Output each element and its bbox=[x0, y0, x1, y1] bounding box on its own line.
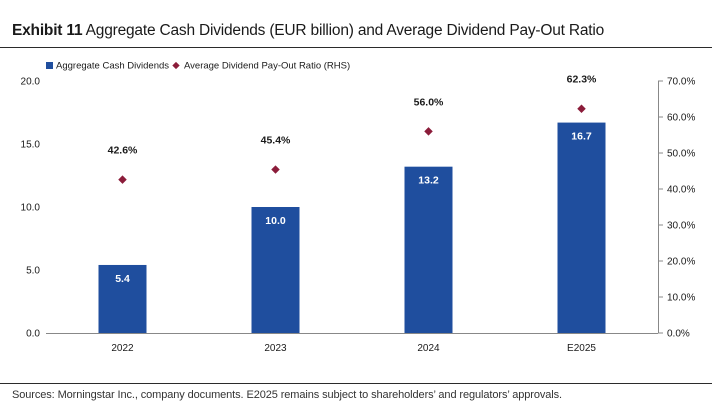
y2-tick-label: 70.0% bbox=[667, 77, 695, 88]
payout-value-label: 45.4% bbox=[261, 135, 291, 147]
bar bbox=[557, 122, 606, 333]
y-tick-label: 20.0 bbox=[21, 77, 41, 88]
y2-tick-label: 0.0% bbox=[667, 329, 690, 340]
title-divider bbox=[0, 47, 712, 48]
axes: 0.0 5.0 10.0 15.0 20.0 0.0% 10.0% 20.0% 30.0% 40.… bbox=[21, 77, 696, 355]
payout-marker bbox=[424, 127, 433, 136]
dividend-chart: Aggregate Cash Dividends Average Dividend… bbox=[21, 61, 696, 355]
y2-tick-label: 30.0% bbox=[667, 221, 695, 232]
y-tick-label: 0.0 bbox=[26, 329, 40, 340]
legend: Aggregate Cash Dividends Average Dividend… bbox=[46, 61, 350, 72]
y2-tick-label: 40.0% bbox=[667, 185, 695, 196]
source-note: Sources: Morningstar Inc., company docum… bbox=[12, 389, 562, 401]
chart-title: Exhibit 11 Aggregate Cash Dividends (EUR… bbox=[12, 22, 604, 40]
x-tick-label: E2025 bbox=[567, 343, 596, 354]
y-tick-label: 15.0 bbox=[21, 140, 41, 151]
payout-value-label: 56.0% bbox=[414, 96, 444, 108]
y2-tick-label: 20.0% bbox=[667, 257, 695, 268]
payout-value-label: 42.6% bbox=[108, 145, 138, 157]
payout-value-label: 62.3% bbox=[567, 74, 597, 86]
x-tick-label: 2022 bbox=[111, 343, 134, 354]
bar-value-label: 5.4 bbox=[115, 273, 130, 285]
payout-marker bbox=[118, 175, 127, 184]
y2-tick-label: 10.0% bbox=[667, 293, 695, 304]
payout-marker bbox=[577, 104, 586, 113]
legend-label-payout: Average Dividend Pay-Out Ratio (RHS) bbox=[184, 61, 350, 72]
y2-tick-label: 60.0% bbox=[667, 113, 695, 124]
x-tick-label: 2024 bbox=[417, 343, 440, 354]
bar bbox=[251, 207, 300, 333]
legend-swatch-payout bbox=[172, 61, 180, 70]
bar-value-label: 13.2 bbox=[418, 175, 439, 187]
legend-label-dividends: Aggregate Cash Dividends bbox=[56, 61, 169, 72]
markers: 42.6% 45.4% 56.0% 62.3% bbox=[108, 74, 597, 184]
bar bbox=[98, 264, 147, 333]
y-tick-label: 10.0 bbox=[21, 203, 41, 214]
exhibit-label: Exhibit 11 bbox=[12, 22, 83, 39]
payout-marker bbox=[271, 165, 280, 174]
footer-divider bbox=[0, 383, 712, 384]
y-tick-label: 5.0 bbox=[26, 266, 40, 277]
legend-swatch-dividends bbox=[46, 62, 53, 69]
bar-value-label: 10.0 bbox=[265, 215, 286, 227]
x-tick-label: 2023 bbox=[264, 343, 287, 354]
title-text: Aggregate Cash Dividends (EUR billion) a… bbox=[85, 22, 605, 39]
bars: 5.4 10.0 13.2 16.7 bbox=[98, 122, 606, 333]
y2-tick-label: 50.0% bbox=[667, 149, 695, 160]
bar-value-label: 16.7 bbox=[571, 131, 592, 143]
bar bbox=[404, 166, 453, 333]
